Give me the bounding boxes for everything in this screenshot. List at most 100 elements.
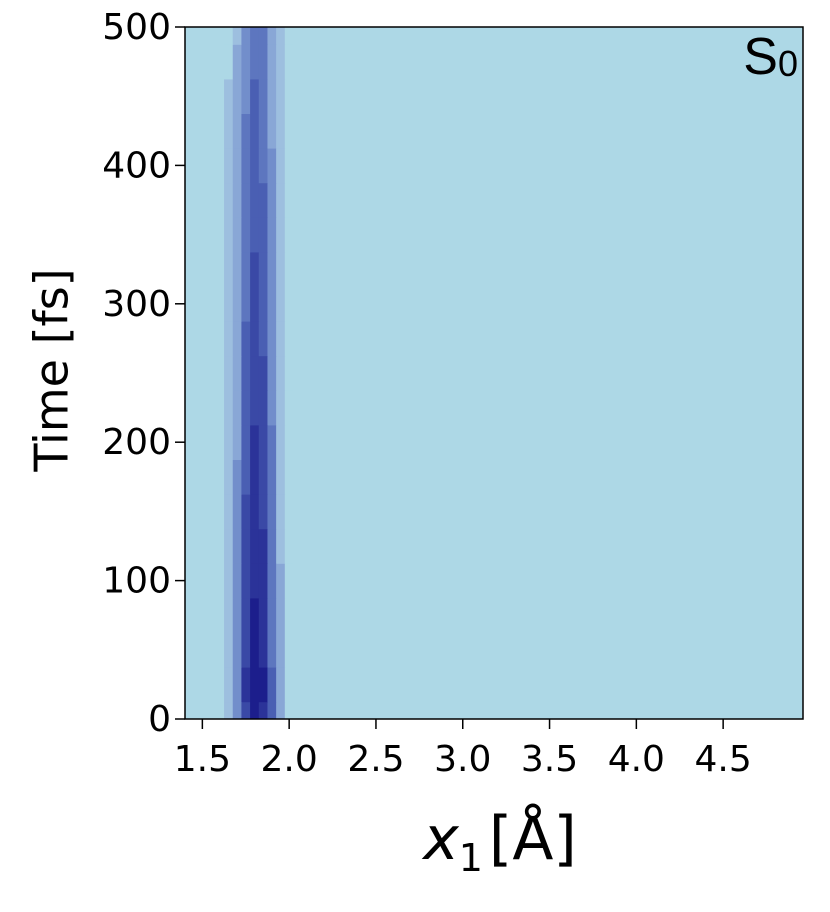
heatmap-cell <box>258 286 268 322</box>
heatmap-cell <box>241 424 251 460</box>
heatmap-cell <box>284 113 294 149</box>
heatmap-cell <box>224 424 234 460</box>
heatmap-cell <box>232 251 242 287</box>
heatmap-cell <box>267 494 277 530</box>
heatmap-cell <box>284 78 294 114</box>
heatmap-cell <box>224 217 234 253</box>
heatmap-cell <box>276 528 286 564</box>
heatmap-cell <box>250 597 260 633</box>
heatmap-cell <box>250 459 260 495</box>
heatmap-cell <box>276 563 286 599</box>
heatmap-cell <box>232 321 242 357</box>
heatmap-cell <box>267 424 277 460</box>
y-axis-label: Time [fs] <box>25 268 79 472</box>
heatmap-cell <box>267 701 277 719</box>
heatmap-cell <box>276 667 286 703</box>
heatmap-cell <box>284 251 294 287</box>
heatmap-cell <box>224 113 234 149</box>
heatmap-cell <box>258 44 268 80</box>
heatmap-cell <box>250 563 260 599</box>
heatmap-cell <box>267 217 277 253</box>
heatmap-cell <box>258 148 268 184</box>
heatmap-cell <box>232 113 242 149</box>
heatmap-cell <box>284 286 294 322</box>
heatmap-cell <box>258 182 268 218</box>
heatmap-cell <box>276 355 286 391</box>
heatmap-cell <box>241 563 251 599</box>
heatmap-cell <box>267 597 277 633</box>
heatmap-cell <box>232 494 242 530</box>
y-tick-label: 500 <box>102 7 171 48</box>
heatmap-cell <box>241 494 251 530</box>
heatmap-cell <box>284 217 294 253</box>
heatmap-cell <box>241 459 251 495</box>
heatmap-cell <box>276 27 286 45</box>
heatmap-cell <box>258 597 268 633</box>
heatmap-cell <box>276 182 286 218</box>
heatmap-cell <box>224 355 234 391</box>
heatmap-cell <box>258 321 268 357</box>
x-tick-label: 2.5 <box>347 739 404 780</box>
heatmap-cell <box>250 528 260 564</box>
x-tick-label: 3.5 <box>521 739 578 780</box>
heatmap-cell <box>232 390 242 426</box>
heatmap-cell <box>258 701 268 719</box>
heatmap-cell <box>267 78 277 114</box>
heatmap-cell <box>224 182 234 218</box>
heatmap-cell <box>284 667 294 703</box>
heatmap-cell <box>232 563 242 599</box>
x-tick-label: 1.5 <box>174 739 231 780</box>
heatmap-cell <box>241 286 251 322</box>
heatmap-cell <box>258 424 268 460</box>
heatmap-cell <box>224 78 234 114</box>
heatmap-cell <box>224 44 234 80</box>
heatmap-cell <box>224 528 234 564</box>
heatmap-cell <box>241 27 251 45</box>
heatmap-cell <box>284 597 294 633</box>
heatmap-cell <box>241 667 251 703</box>
heatmap-cell <box>267 390 277 426</box>
heatmap-cell <box>232 182 242 218</box>
heatmap-cell <box>267 182 277 218</box>
y-tick-label: 300 <box>102 284 171 325</box>
heatmap-cell <box>276 217 286 253</box>
heatmap-cell <box>250 667 260 703</box>
heatmap-cell <box>250 217 260 253</box>
y-tick-label: 0 <box>148 699 171 740</box>
heatmap-cell <box>241 528 251 564</box>
heatmap-cell <box>241 632 251 668</box>
heatmap-cell <box>232 286 242 322</box>
y-tick-label: 400 <box>102 145 171 186</box>
heatmap-cell <box>258 355 268 391</box>
annotation-text: S <box>743 28 778 86</box>
heatmap-cell <box>267 113 277 149</box>
heatmap-cell <box>284 390 294 426</box>
heatmap-cell <box>258 78 268 114</box>
heatmap-cell <box>241 321 251 357</box>
heatmap-cell <box>241 701 251 719</box>
heatmap-cell <box>232 424 242 460</box>
heatmap-cell <box>241 182 251 218</box>
heatmap-cell <box>250 286 260 322</box>
annotation: S0 <box>743 28 798 86</box>
heatmap-cell <box>224 563 234 599</box>
heatmap-cell <box>250 632 260 668</box>
heatmap-cell <box>232 701 242 719</box>
heatmap-cell <box>258 113 268 149</box>
heatmap-cell <box>276 251 286 287</box>
x-tick-label: 4.5 <box>695 739 752 780</box>
heatmap-cell <box>284 632 294 668</box>
heatmap-cell <box>258 251 268 287</box>
heatmap-cell <box>267 459 277 495</box>
heatmap-cell <box>250 390 260 426</box>
heatmap-cell <box>250 251 260 287</box>
heatmap-cell <box>232 528 242 564</box>
heatmap-cell <box>276 286 286 322</box>
heatmap-cell <box>267 27 277 45</box>
heatmap-cell <box>276 424 286 460</box>
heatmap-cell <box>276 597 286 633</box>
heatmap-cell <box>250 182 260 218</box>
plot-frame <box>184 26 804 720</box>
heatmap-cell <box>241 217 251 253</box>
heatmap-cell <box>224 597 234 633</box>
